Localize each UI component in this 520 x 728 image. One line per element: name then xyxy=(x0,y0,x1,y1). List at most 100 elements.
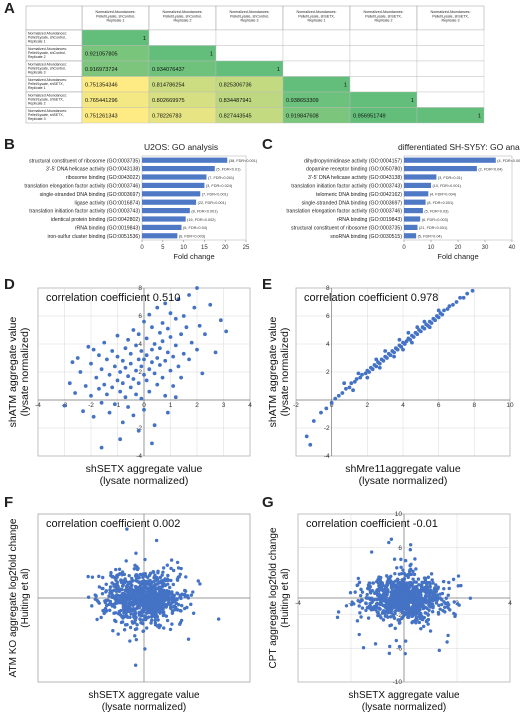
data-point xyxy=(377,575,381,579)
data-point xyxy=(186,637,191,641)
data-point xyxy=(392,591,397,596)
bar xyxy=(142,166,215,172)
data-point xyxy=(133,600,137,605)
data-point xyxy=(139,364,144,369)
data-point xyxy=(154,538,159,543)
data-point xyxy=(104,590,108,594)
data-point xyxy=(382,591,386,596)
data-point xyxy=(168,368,173,373)
data-point xyxy=(150,441,154,446)
data-point xyxy=(395,578,399,583)
data-point xyxy=(141,572,145,576)
data-point xyxy=(173,343,178,348)
data-point xyxy=(186,596,191,600)
chart-b-u2os-go: U2OS: GO analysis structural constituent … xyxy=(24,142,258,261)
data-point xyxy=(164,605,168,609)
panel-label-g: G xyxy=(262,494,274,511)
data-point xyxy=(402,581,407,585)
data-point xyxy=(394,638,398,643)
bar-category-label: snoRNA binding (GO:0030515) xyxy=(330,234,402,240)
data-point xyxy=(171,354,176,359)
data-point xyxy=(161,570,165,574)
data-point xyxy=(433,589,438,593)
data-point xyxy=(432,586,437,590)
data-point xyxy=(374,597,379,602)
data-point xyxy=(351,388,355,393)
data-point xyxy=(124,559,128,563)
data-point xyxy=(441,579,446,584)
data-point xyxy=(135,567,140,572)
data-point xyxy=(171,582,176,587)
bar xyxy=(142,174,207,180)
bar-data-label: (38, FDR<0.001) xyxy=(229,159,258,163)
data-point xyxy=(171,384,176,388)
table-cell-value: 1 xyxy=(277,67,280,73)
data-point xyxy=(461,295,466,300)
table-cell xyxy=(282,45,351,62)
data-point xyxy=(108,588,112,592)
data-point xyxy=(126,580,130,585)
data-point xyxy=(189,602,193,607)
data-point xyxy=(427,608,431,612)
bar-category-label: structural constituent of ribosome (GO:0… xyxy=(29,158,140,164)
data-point xyxy=(121,605,126,610)
x-tick-label: 4 xyxy=(248,402,252,409)
data-point xyxy=(388,353,393,358)
bar-category-label: translation elongation factor activity (… xyxy=(24,184,140,190)
data-point xyxy=(138,572,143,577)
data-point xyxy=(406,572,410,577)
data-point xyxy=(203,332,207,337)
data-point xyxy=(355,583,359,588)
data-point xyxy=(178,622,182,626)
data-point xyxy=(428,599,432,604)
table-row-label: Normalized Abundances: Pellet/Lysate, shS… xyxy=(28,78,67,90)
table-cell-value: 0.751354346 xyxy=(85,82,118,88)
data-point xyxy=(381,618,386,622)
table-cell-value: 1 xyxy=(411,98,414,104)
data-point xyxy=(94,375,99,380)
data-point xyxy=(158,330,162,335)
data-point xyxy=(389,623,394,627)
data-point xyxy=(403,590,407,594)
data-point xyxy=(424,619,429,624)
data-point xyxy=(144,378,149,383)
data-point xyxy=(152,423,157,428)
data-point xyxy=(208,302,213,307)
data-point xyxy=(149,591,153,596)
data-point xyxy=(142,319,146,324)
data-point xyxy=(176,566,181,570)
data-point xyxy=(156,618,160,622)
data-point xyxy=(123,594,127,599)
table-header-text: Normalized Abundances: Pellet/Lysate, shS… xyxy=(297,10,337,23)
data-point xyxy=(336,610,341,614)
data-point xyxy=(135,579,139,583)
x-tick-label: 15 xyxy=(201,245,208,251)
data-point xyxy=(187,293,191,297)
table-cell xyxy=(282,29,351,46)
data-point xyxy=(153,621,158,625)
data-point xyxy=(118,598,122,602)
data-point xyxy=(308,442,313,447)
bar xyxy=(142,224,182,230)
data-point xyxy=(401,568,405,572)
data-point xyxy=(141,618,145,622)
data-point xyxy=(385,601,389,606)
data-point xyxy=(107,410,112,415)
data-point xyxy=(446,606,450,610)
data-point xyxy=(126,337,130,342)
data-point xyxy=(153,582,158,587)
table-cell xyxy=(416,29,485,46)
x-tick-label: 10 xyxy=(506,402,514,409)
x-tick-label: -4 xyxy=(295,600,301,607)
data-point xyxy=(399,584,403,588)
data-point xyxy=(152,342,157,346)
x-tick-label: 10 xyxy=(428,245,435,251)
data-point xyxy=(164,614,169,618)
data-point xyxy=(105,603,109,608)
data-point xyxy=(407,615,411,619)
bar xyxy=(404,224,418,230)
data-point xyxy=(136,381,141,386)
data-point xyxy=(126,615,130,620)
data-point xyxy=(131,596,136,601)
